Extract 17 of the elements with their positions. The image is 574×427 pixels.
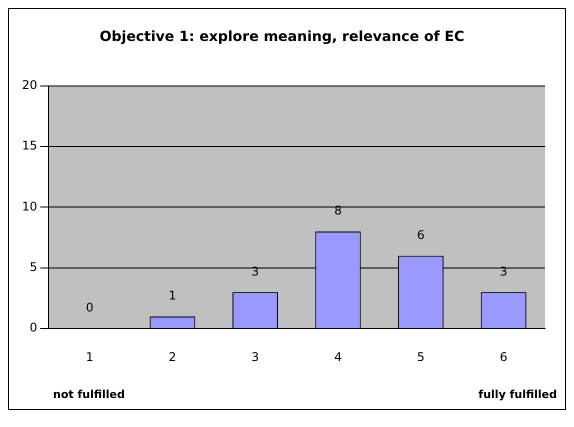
x-tick-label: 3 xyxy=(251,350,260,364)
x-tick-label: 6 xyxy=(500,350,508,364)
data-label: 0 xyxy=(86,300,94,315)
data-label: 6 xyxy=(416,228,425,242)
y-tick-label: 5 xyxy=(30,260,38,274)
chart-title: Objective 1: explore meaning, relevance of EC xyxy=(100,29,464,46)
text: not fulfilled xyxy=(53,388,125,401)
x-tick-label: 5 xyxy=(416,350,425,364)
data-label: 1 xyxy=(168,288,176,303)
y-tick-label: 0 xyxy=(30,320,38,335)
y-tick-label: 15 xyxy=(22,138,38,153)
y-tick-label: 20 xyxy=(22,78,38,92)
x-tick-label: 2 xyxy=(168,350,176,364)
x-tick-label: 1 xyxy=(86,350,94,364)
text: fully fulfilled xyxy=(478,388,557,401)
x-tick-label: 4 xyxy=(334,350,342,364)
y-tick-label: 10 xyxy=(22,199,38,214)
